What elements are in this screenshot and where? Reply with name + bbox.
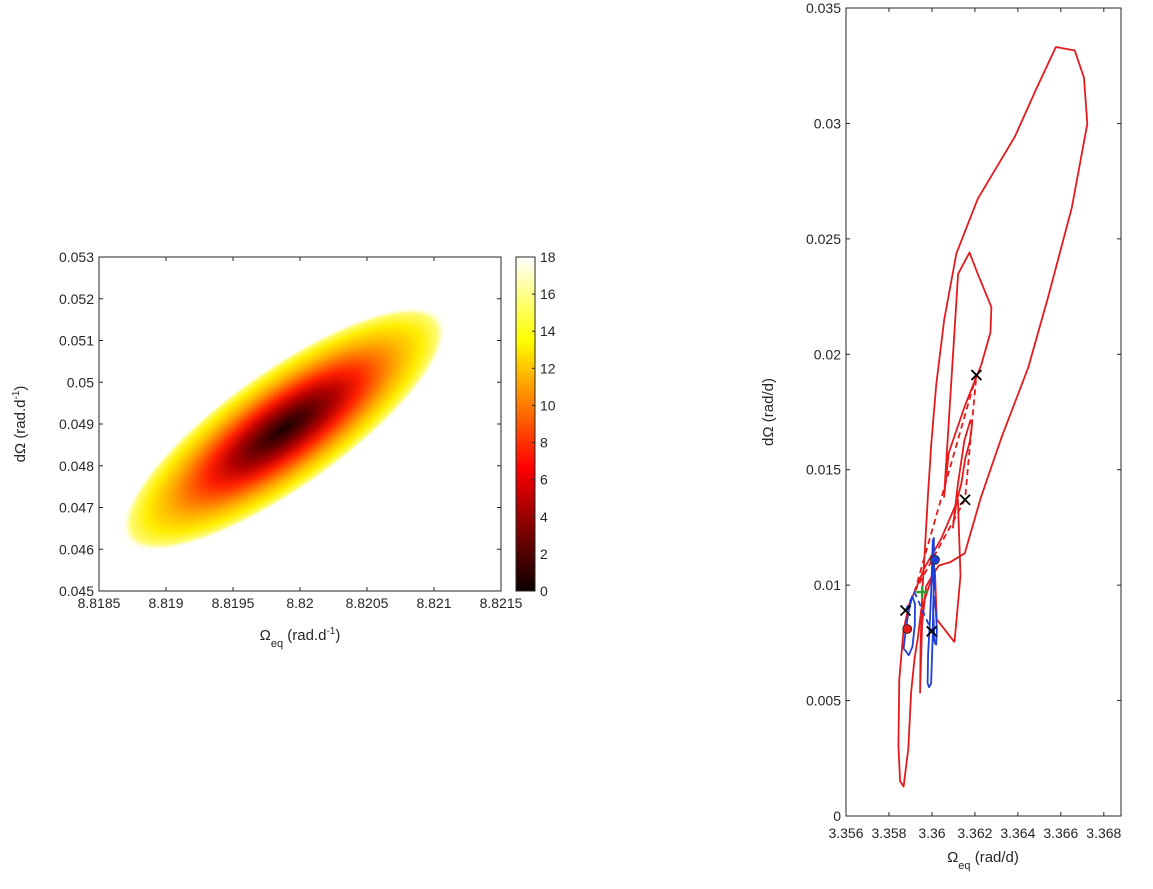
heatmap-x-ticks: 8.8185 8.819 8.8195 8.82 8.8205 8.821 8.8215 xyxy=(78,257,523,611)
x-tick-label: 8.8215 xyxy=(480,595,523,611)
contour-y-ticks: 0 0.005 0.01 0.015 0.02 0.025 0.03 0.035 xyxy=(806,0,1121,824)
y-tick-label: 0.046 xyxy=(59,541,94,557)
x-tick-label: 3.36 xyxy=(918,825,945,841)
contour-markers xyxy=(899,369,983,637)
connector-line xyxy=(904,591,933,632)
colorbar-tick-label: 12 xyxy=(540,360,556,376)
colorbar-tick-label: 4 xyxy=(540,509,548,525)
contour-line xyxy=(926,537,935,689)
circle-marker xyxy=(930,554,940,565)
y-tick-label: 0.052 xyxy=(59,291,94,307)
y-tick-label: 0.05 xyxy=(67,374,94,390)
y-tick-label: 0.049 xyxy=(59,416,94,432)
colorbar-tick-label: 14 xyxy=(540,323,556,339)
colorbar-tick-label: 18 xyxy=(540,249,556,265)
y-tick-label: 0.047 xyxy=(59,500,94,516)
colorbar-ticks: 0 2 4 6 8 10 12 14 16 18 xyxy=(532,249,556,599)
heatmap-y-axis-label: dΩ (rad.d-1) xyxy=(11,386,29,463)
colorbar-tick-label: 16 xyxy=(540,286,556,302)
x-tick-label: 8.821 xyxy=(416,595,451,611)
colorbar-tick-label: 10 xyxy=(540,397,556,413)
x-marker xyxy=(926,625,938,637)
y-tick-label: 0.025 xyxy=(806,231,841,247)
x-tick-label: 3.362 xyxy=(957,825,992,841)
colorbar xyxy=(515,256,536,592)
x-marker xyxy=(959,494,971,506)
contour-line xyxy=(943,251,993,498)
y-tick-label: 0.03 xyxy=(814,115,841,131)
colorbar-tick-label: 0 xyxy=(540,583,548,599)
y-tick-label: 0.045 xyxy=(59,583,94,599)
y-tick-label: 0.035 xyxy=(806,0,841,16)
colorbar-tick-label: 2 xyxy=(540,546,548,562)
x-tick-label: 3.358 xyxy=(871,825,906,841)
x-tick-label: 3.364 xyxy=(1000,825,1035,841)
y-tick-label: 0.053 xyxy=(59,249,94,265)
heatmap-panel: 8.8185 8.819 8.8195 8.82 8.8205 8.821 8.8215 0… xyxy=(11,249,556,650)
x-marker xyxy=(899,604,912,617)
connector-line xyxy=(913,374,978,593)
contour-x-ticks: 3.356 3.358 3.36 3.362 3.364 3.366 3.368 xyxy=(828,8,1122,841)
colorbar-tick-label: 6 xyxy=(540,472,548,488)
y-tick-label: 0.015 xyxy=(806,462,841,478)
contour-y-axis-label: dΩ (rad/d) xyxy=(760,378,777,446)
heatmap-y-ticks: 0.045 0.046 0.047 0.048 0.049 0.05 0.051 0.052 0… xyxy=(59,249,501,599)
contour-x-axis-label: Ωeq (rad/d) xyxy=(947,849,1019,872)
x-tick-label: 8.8195 xyxy=(212,595,255,611)
x-marker xyxy=(970,369,983,381)
y-tick-label: 0.01 xyxy=(814,577,841,593)
x-tick-label: 8.8185 xyxy=(78,595,121,611)
plus-marker xyxy=(916,586,929,599)
y-tick-label: 0 xyxy=(833,808,841,824)
x-tick-label: 8.8205 xyxy=(346,595,389,611)
heatmap-x-axis-label: Ωeq (rad.d-1) xyxy=(260,626,341,650)
circle-marker xyxy=(902,624,913,634)
y-tick-label: 0.02 xyxy=(814,346,841,362)
contour-line xyxy=(932,595,938,646)
x-tick-label: 8.82 xyxy=(286,595,313,611)
contour-line xyxy=(919,46,1089,694)
contour-axes-box xyxy=(845,7,1122,817)
x-tick-label: 3.368 xyxy=(1086,825,1121,841)
y-tick-label: 0.051 xyxy=(59,333,94,349)
contour-panel: 3.356 3.358 3.36 3.362 3.364 3.366 3.368 0 0.00… xyxy=(760,0,1122,872)
x-tick-label: 3.356 xyxy=(828,825,863,841)
x-tick-label: 8.819 xyxy=(148,595,183,611)
y-tick-label: 0.048 xyxy=(59,458,94,474)
colorbar-tick-label: 8 xyxy=(540,435,548,451)
heatmap-surface xyxy=(121,306,447,552)
x-tick-label: 3.366 xyxy=(1043,825,1078,841)
y-tick-label: 0.005 xyxy=(806,693,841,709)
